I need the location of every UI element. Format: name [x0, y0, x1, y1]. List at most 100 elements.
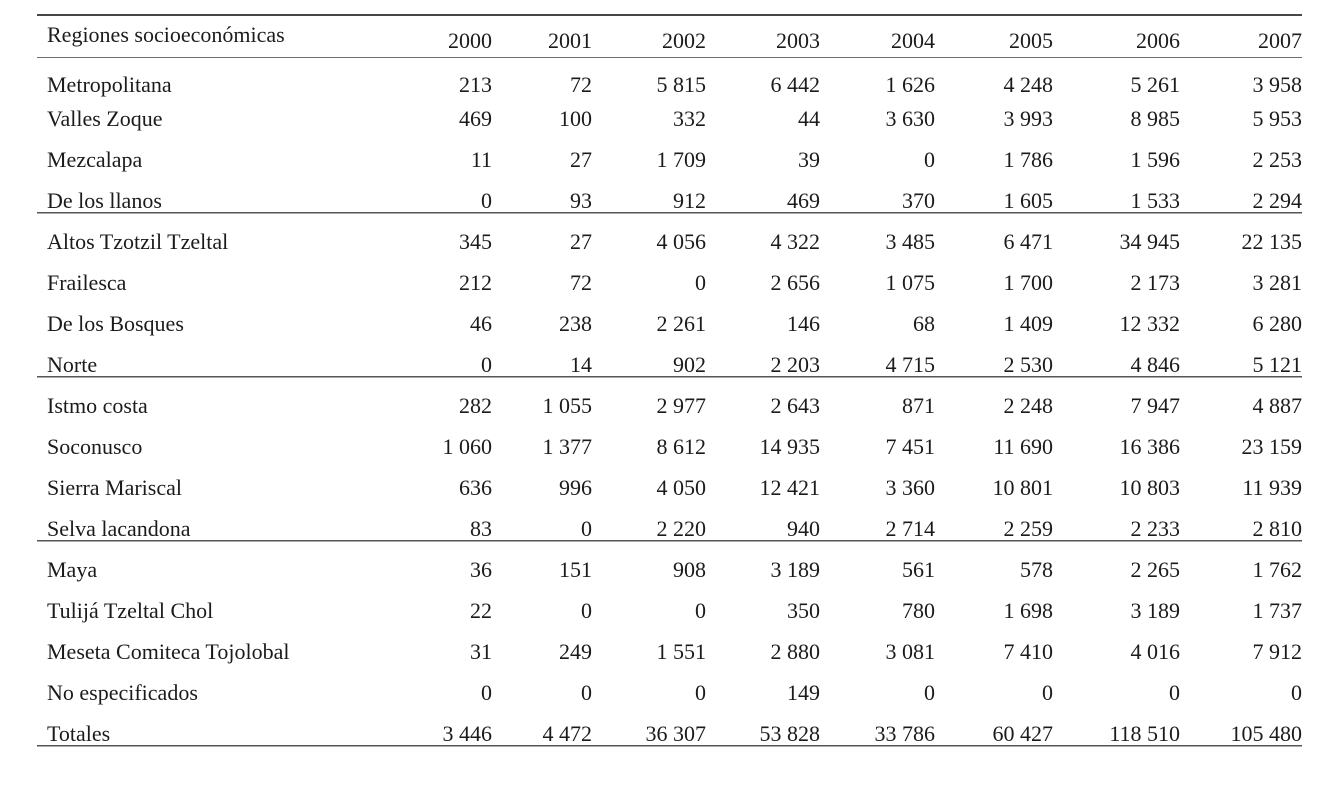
value-cell: 345 [459, 228, 492, 254]
value-cell: 1 605 [935, 180, 1053, 221]
value-cell: 4 016 [1130, 638, 1181, 664]
value-cell: 31 [470, 638, 492, 664]
region-label: Metropolitana [47, 72, 172, 98]
value-cell: 2 173 [1130, 269, 1181, 295]
value-cell: 8 612 [656, 433, 707, 459]
value-cell: 213 [459, 72, 492, 98]
value-cell: 118 510 [1053, 713, 1180, 754]
value-cell: 3 630 [885, 105, 936, 131]
value-cell: 4 050 [656, 474, 707, 500]
value-cell: 0 [924, 146, 935, 172]
table-row: Selva lacandona 83 0 2 220 940 2 714 2 259 2 23… [37, 508, 1302, 549]
value-cell: 3 485 [885, 228, 936, 254]
region-label: Valles Zoque [47, 105, 163, 131]
value-cell: 561 [902, 556, 935, 582]
value-cell: 3 446 [407, 713, 492, 754]
table-row: Metropolitana 213 72 5 815 6 442 1 626 4 248 5 … [37, 57, 1302, 98]
table-row: Valles Zoque 469 100 332 44 3 630 3 993 8 985 5 … [37, 98, 1302, 139]
value-cell: 11 [470, 146, 492, 172]
region-label: Selva lacandona [37, 508, 407, 549]
header-year-2002: 2002 [592, 15, 706, 58]
table-row: Frailesca 212 72 0 2 656 1 075 1 700 2 173 3 281 [37, 262, 1302, 303]
value-cell: 0 [695, 597, 706, 623]
value-cell: 7 410 [1003, 638, 1054, 664]
value-cell: 83 [407, 508, 492, 549]
value-cell: 22 [470, 597, 492, 623]
value-cell: 60 427 [935, 713, 1053, 754]
value-cell: 14 [492, 344, 592, 385]
value-cell: 2 253 [1252, 146, 1303, 172]
region-label: De los Bosques [47, 310, 184, 336]
value-cell: 1 075 [885, 269, 936, 295]
value-cell: 44 [798, 105, 820, 131]
value-cell: 7 912 [1252, 638, 1303, 664]
value-cell: 3 993 [1003, 105, 1054, 131]
value-cell: 2 810 [1180, 508, 1302, 549]
value-cell: 249 [559, 638, 592, 664]
region-label: Norte [37, 344, 407, 385]
value-cell: 996 [559, 474, 592, 500]
header-row: Regiones socioeconómicas 2000 2001 2002 200… [37, 15, 1302, 58]
value-cell: 350 [787, 597, 820, 623]
value-cell: 27 [570, 228, 592, 254]
value-cell: 12 421 [759, 474, 821, 500]
header-year-2004: 2004 [820, 15, 935, 58]
value-cell: 22 135 [1241, 228, 1303, 254]
value-cell: 4 846 [1053, 344, 1180, 385]
value-cell: 0 [1169, 679, 1180, 705]
value-cell: 2 203 [706, 344, 820, 385]
value-cell: 0 [581, 679, 592, 705]
value-cell: 871 [902, 392, 935, 418]
value-cell: 10 803 [1119, 474, 1181, 500]
value-cell: 1 409 [1003, 310, 1054, 336]
value-cell: 0 [695, 679, 706, 705]
region-label: Maya [47, 556, 98, 582]
value-cell: 469 [459, 105, 492, 131]
value-cell: 0 [481, 679, 492, 705]
value-cell: 4 322 [770, 228, 821, 254]
value-cell: 2 714 [820, 508, 935, 549]
value-cell: 100 [559, 105, 592, 131]
value-cell: 72 [570, 72, 592, 98]
value-cell: 2 880 [770, 638, 821, 664]
value-cell: 16 386 [1119, 433, 1181, 459]
value-cell: 36 307 [592, 713, 706, 754]
value-cell: 2 265 [1130, 556, 1181, 582]
value-cell: 7 947 [1130, 392, 1181, 418]
table-row: Soconusco 1 060 1 377 8 612 14 935 7 451 11 69… [37, 426, 1302, 467]
table-row: Altos Tzotzil Tzeltal 345 27 4 056 4 322 3 48… [37, 221, 1302, 262]
value-cell: 578 [1020, 556, 1053, 582]
header-year-2001: 2001 [492, 15, 592, 58]
table-row: Norte 0 14 902 2 203 4 715 2 530 4 846 5 121 [37, 344, 1302, 385]
value-cell: 34 945 [1119, 228, 1181, 254]
value-cell: 1 626 [885, 72, 936, 98]
value-cell: 3 360 [885, 474, 936, 500]
value-cell: 0 [492, 508, 592, 549]
value-cell: 1 533 [1053, 180, 1180, 221]
value-cell: 0 [695, 269, 706, 295]
value-cell: 105 480 [1180, 713, 1302, 754]
region-label: Frailesca [47, 269, 127, 295]
region-label: Mezcalapa [47, 146, 143, 172]
value-cell: 908 [673, 556, 706, 582]
value-cell: 2 643 [770, 392, 821, 418]
value-cell: 370 [820, 180, 935, 221]
value-cell: 1 055 [542, 392, 593, 418]
region-label: Altos Tzotzil Tzeltal [47, 228, 229, 254]
value-cell: 2 233 [1053, 508, 1180, 549]
table-container: Regiones socioeconómicas 2000 2001 2002 200… [37, 14, 1336, 754]
table-body: Metropolitana 213 72 5 815 6 442 1 626 4 248 5 … [37, 57, 1302, 754]
value-cell: 2 248 [1003, 392, 1054, 418]
value-cell: 3 189 [770, 556, 821, 582]
header-year-2007: 2007 [1180, 15, 1302, 58]
header-year-2003: 2003 [706, 15, 820, 58]
value-cell: 0 [407, 180, 492, 221]
value-cell: 0 [924, 679, 935, 705]
value-cell: 636 [459, 474, 492, 500]
table-row: Istmo costa 282 1 055 2 977 2 643 871 2 248 7 9… [37, 385, 1302, 426]
region-label: Soconusco [47, 433, 143, 459]
value-cell: 146 [787, 310, 820, 336]
value-cell: 149 [787, 679, 820, 705]
totals-row: Totales 3 446 4 472 36 307 53 828 33 786 60 42… [37, 713, 1302, 754]
value-cell: 1 698 [1003, 597, 1054, 623]
